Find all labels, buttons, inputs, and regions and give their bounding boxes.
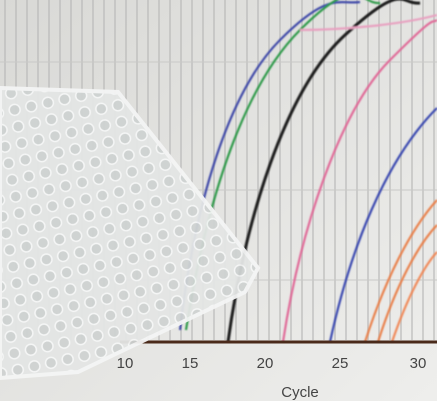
x-tick-label: 30 (410, 355, 427, 372)
x-tick-label: 25 (332, 355, 349, 372)
x-tick-label: 15 (182, 355, 199, 372)
axis-ticks: 10 15 20 25 30 (117, 355, 427, 372)
x-tick-label: 10 (117, 355, 134, 372)
x-axis-label: Cycle (281, 384, 319, 401)
pcr-plate (0, 85, 261, 381)
x-tick-label: 20 (257, 355, 274, 372)
